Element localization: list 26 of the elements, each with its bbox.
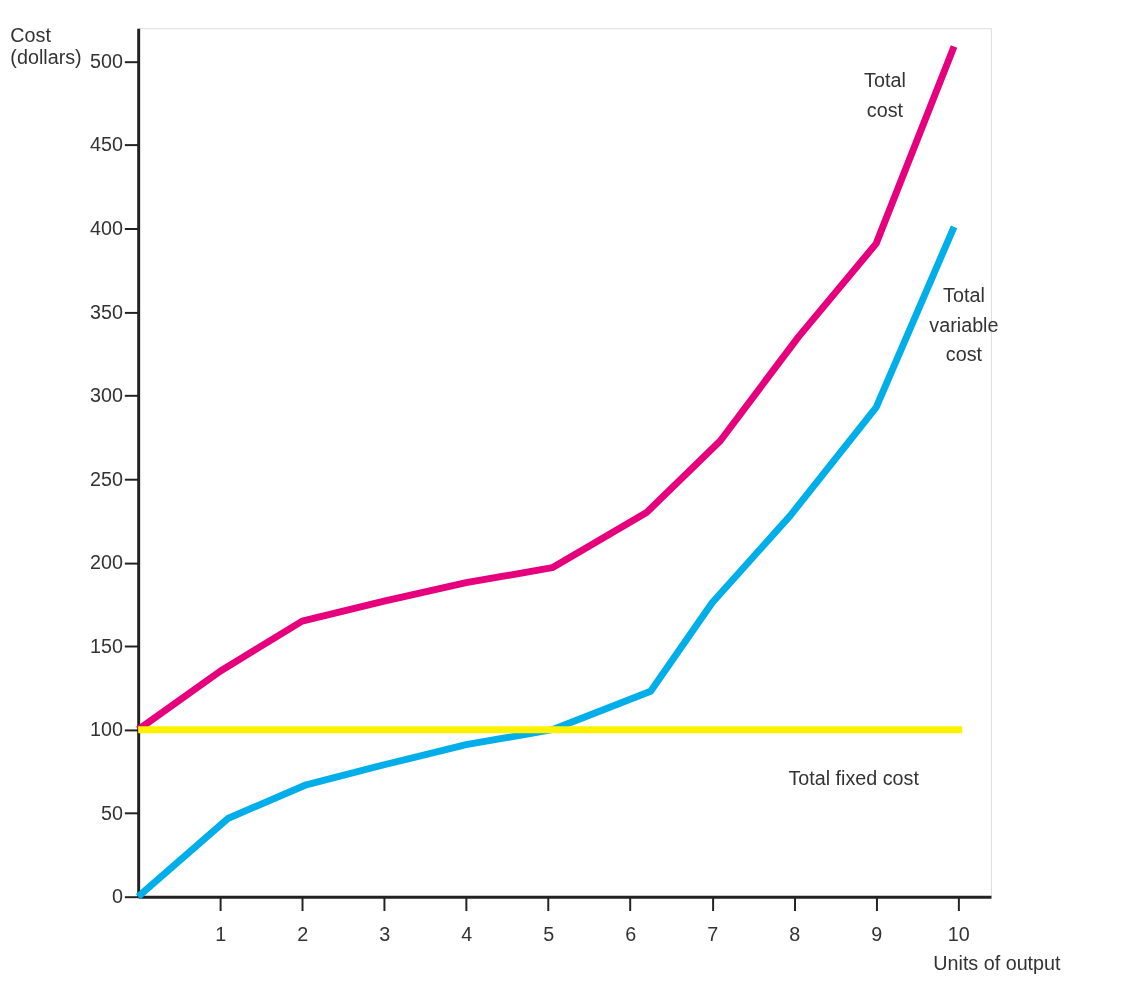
y-tick-label: 150 xyxy=(89,634,123,657)
series-label: Total cost xyxy=(864,68,906,121)
y-tick-label: 450 xyxy=(89,133,123,156)
y-tick-label: 100 xyxy=(89,718,123,741)
y-tick-label: 300 xyxy=(89,384,123,407)
y-tick-label: 350 xyxy=(89,300,123,323)
y-tick-label: 500 xyxy=(89,49,123,72)
x-tick-label: 7 xyxy=(707,922,719,945)
x-axis-title: Units of output xyxy=(933,952,1062,975)
series-label: Total fixed cost xyxy=(788,766,920,789)
y-tick-label: 50 xyxy=(100,801,123,824)
y-tick-label: 250 xyxy=(89,467,123,490)
x-tick-label: 5 xyxy=(543,922,555,945)
x-tick-label: 3 xyxy=(379,922,391,945)
y-axis-title: Cost (dollars) xyxy=(10,24,82,69)
x-tick-label: 6 xyxy=(625,922,637,945)
x-tick-label: 2 xyxy=(297,922,309,945)
x-tick-label: 1 xyxy=(215,922,227,945)
x-tick-label: 8 xyxy=(789,922,801,945)
x-tick-label: 4 xyxy=(461,922,473,945)
x-tick-label: 9 xyxy=(871,922,883,945)
series-label: Total variable cost xyxy=(929,283,999,366)
y-tick-label: 200 xyxy=(89,551,123,574)
x-tick-label: 10 xyxy=(947,922,970,945)
y-tick-label: 400 xyxy=(89,217,123,239)
y-tick-label: 0 xyxy=(111,885,123,908)
